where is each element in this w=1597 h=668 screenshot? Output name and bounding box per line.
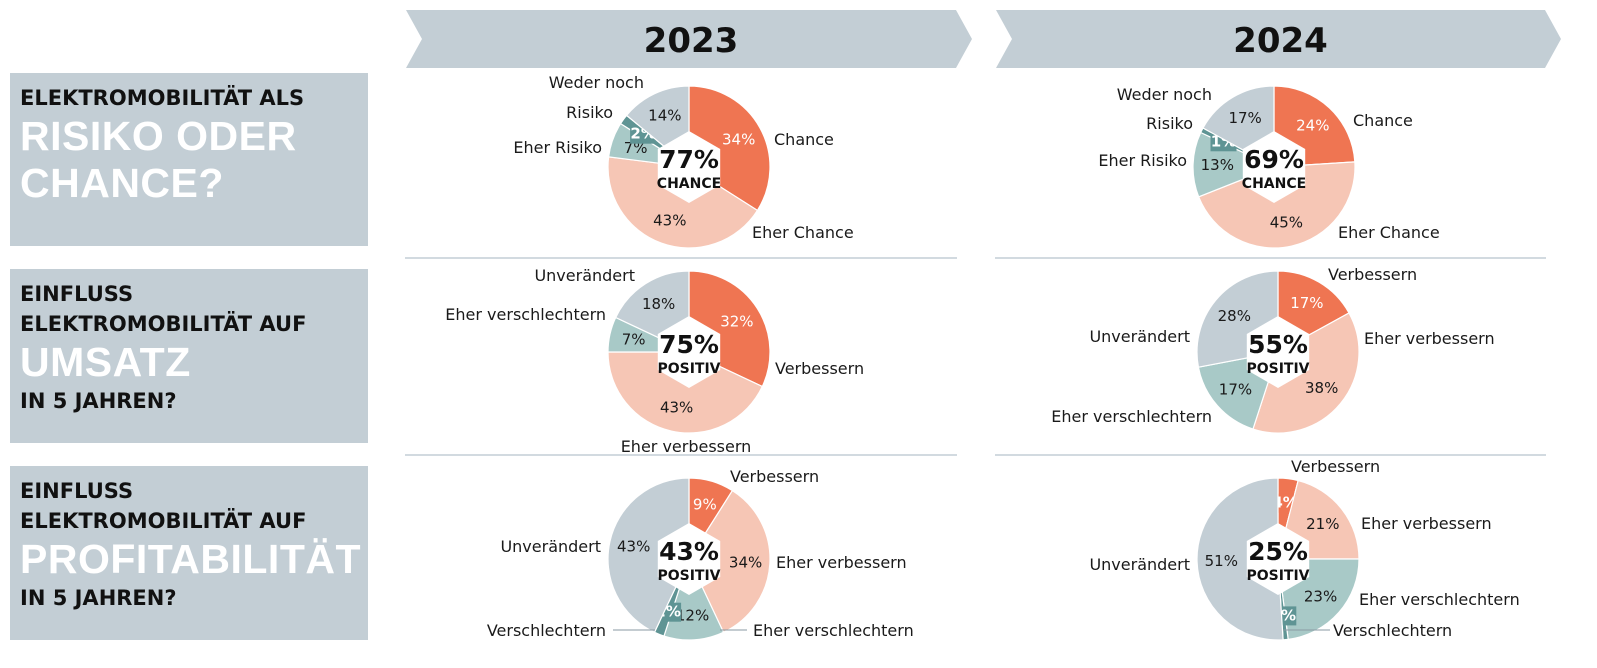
- slice-category-label: Eher Risiko: [1098, 151, 1187, 170]
- row-label-profitabilitaet: EINFLUSS ELEKTROMOBILITÄT AUF PROFITABIL…: [10, 466, 368, 640]
- donut-center: [657, 131, 721, 203]
- center-value: 69%: [1244, 145, 1304, 174]
- slice-category-label: Unverändert: [534, 266, 635, 285]
- row-label-line: ELEKTROMOBILITÄT AUF: [20, 312, 307, 336]
- slice-category-label: Verbessern: [1328, 265, 1417, 284]
- slice-value-label: 34%: [722, 131, 755, 149]
- center-label: POSITIV: [1246, 568, 1309, 584]
- slice-value-label: 13%: [1201, 156, 1234, 174]
- slice-value-label: 17%: [1228, 109, 1261, 127]
- center-value: 55%: [1248, 330, 1308, 359]
- slice-category-label: Eher Chance: [1338, 223, 1440, 242]
- slice-value-label: 17%: [1290, 294, 1323, 312]
- slice-category-label: Verbessern: [730, 467, 819, 486]
- donut-center: [657, 316, 721, 388]
- slice-category-label: Unverändert: [1089, 555, 1190, 574]
- slice-value-label: 23%: [1304, 587, 1337, 605]
- row-label-line: EINFLUSS: [20, 479, 134, 503]
- center-value: 77%: [659, 145, 719, 174]
- slice-value-label: 38%: [1305, 379, 1338, 397]
- center-value: 25%: [1248, 537, 1308, 566]
- slice-category-label: Verbessern: [1291, 457, 1380, 476]
- slice-category-label: Eher verschlechtern: [753, 621, 914, 640]
- center-label: POSITIV: [657, 568, 720, 584]
- row-label-line: ELEKTROMOBILITÄT ALS: [20, 86, 305, 110]
- slice-category-label: Eher verbessern: [776, 553, 907, 572]
- slice-value-label: 43%: [660, 398, 693, 416]
- slice-category-label: Unverändert: [1089, 327, 1190, 346]
- slice-value-label: 7%: [622, 331, 646, 349]
- slice-value-label: 12%: [676, 607, 709, 625]
- slice-category-label: Chance: [774, 130, 834, 149]
- slice-category-label: Eher verbessern: [1364, 329, 1495, 348]
- slice-category-label: Eher verbessern: [1361, 514, 1492, 533]
- slice-value-label: 24%: [1296, 117, 1329, 135]
- slice-category-label: Chance: [1353, 111, 1413, 130]
- slice-category-label: Weder noch: [549, 73, 644, 92]
- slice-value-label: 9%: [693, 496, 717, 514]
- center-label: POSITIV: [657, 361, 720, 377]
- slice-category-label: Eher Chance: [752, 223, 854, 242]
- center-value: 43%: [659, 537, 719, 566]
- slice-category-label: Verbessern: [775, 359, 864, 378]
- slice-category-label: Verschlechtern: [1333, 621, 1452, 640]
- year-label: 2024: [1233, 21, 1328, 61]
- slice-value-label: 43%: [617, 538, 650, 556]
- slice-value-label: 17%: [1219, 380, 1252, 398]
- center-label: CHANCE: [1242, 176, 1306, 192]
- pie-slice: [1252, 312, 1360, 434]
- year-header-band: [996, 10, 1561, 68]
- row-label-line: ELEKTROMOBILITÄT AUF: [20, 509, 307, 533]
- donut-center: [657, 523, 721, 595]
- slice-category-label: Eher Risiko: [513, 138, 602, 157]
- slice-category-label: Unverändert: [500, 537, 601, 556]
- center-label: CHANCE: [657, 176, 721, 192]
- row-label-line: IN 5 JAHREN?: [20, 586, 177, 610]
- slice-value-label: 34%: [729, 554, 762, 572]
- row-label-headline: RISIKO ODER: [20, 113, 297, 159]
- slice-value-label: 45%: [1270, 213, 1303, 231]
- row-label-umsatz: EINFLUSS ELEKTROMOBILITÄT AUF UMSATZ IN …: [10, 269, 368, 443]
- year-label: 2023: [644, 21, 739, 61]
- row-label-line: EINFLUSS: [20, 282, 134, 306]
- pie-slice: [688, 489, 771, 634]
- pie-slice: [607, 477, 690, 634]
- year-header-band: [406, 10, 972, 68]
- slice-category-label: Eher verbessern: [621, 437, 752, 456]
- donut-center: [1246, 316, 1310, 388]
- slice-category-label: Risiko: [566, 103, 613, 122]
- row-label-line: IN 5 JAHREN?: [20, 389, 177, 413]
- slice-value-label: 18%: [642, 295, 675, 313]
- slice-value-label: 28%: [1218, 307, 1251, 325]
- slice-value-label: 43%: [653, 211, 686, 229]
- slice-category-label: Verschlechtern: [487, 621, 606, 640]
- slice-value-label: 21%: [1306, 515, 1339, 533]
- slice-value-label: 51%: [1205, 552, 1238, 570]
- slice-category-label: Weder noch: [1117, 85, 1212, 104]
- slice-category-label: Risiko: [1146, 114, 1193, 133]
- pie-slice: [607, 156, 759, 249]
- pie-slice: [1197, 161, 1356, 249]
- row-label-headline: CHANCE?: [20, 160, 224, 206]
- slice-category-label: Eher verschlechtern: [445, 305, 606, 324]
- row-label-headline: UMSATZ: [20, 339, 191, 385]
- pie-slice: [1196, 477, 1284, 641]
- center-label: POSITIV: [1246, 361, 1309, 377]
- donut-center: [1242, 131, 1306, 203]
- pie-slice: [607, 351, 764, 434]
- slice-category-label: Eher verschlechtern: [1359, 590, 1520, 609]
- center-value: 75%: [659, 330, 719, 359]
- slice-value-label: 14%: [648, 107, 681, 125]
- slice-value-label: 32%: [720, 313, 753, 331]
- row-label-risiko-oder-chance: ELEKTROMOBILITÄT ALS RISIKO ODER CHANCE?: [10, 73, 368, 246]
- row-label-headline: PROFITABILITÄT: [20, 536, 362, 582]
- slice-category-label: Eher verschlechtern: [1051, 407, 1212, 426]
- donut-center: [1246, 523, 1310, 595]
